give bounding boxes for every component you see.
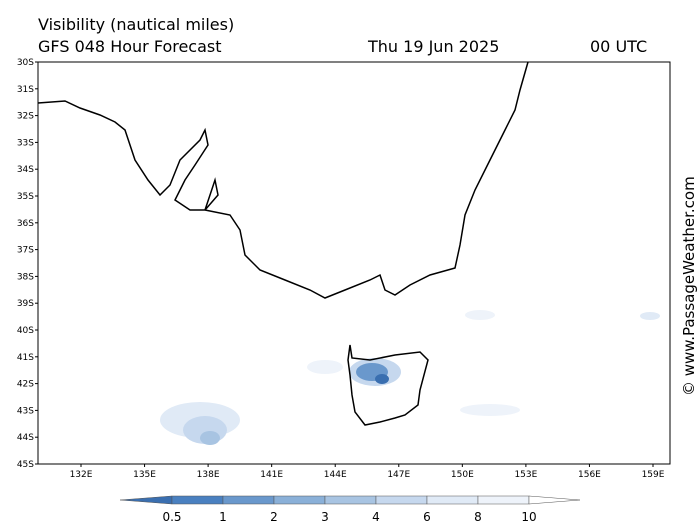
colorbar-cell — [273, 495, 326, 505]
colorbar-label: 10 — [521, 510, 536, 524]
lon-label: 159E — [642, 470, 665, 480]
colorbar-label: 4 — [372, 510, 380, 524]
lat-label: 35S — [17, 192, 34, 202]
lat-label: 40S — [17, 326, 34, 336]
lon-label: 156E — [578, 470, 601, 480]
map-frame — [37, 61, 671, 465]
lat-label: 30S — [17, 58, 34, 68]
colorbar-high — [528, 495, 581, 505]
colorbar-cell — [222, 495, 275, 505]
coastline — [37, 61, 529, 299]
date: Thu 19 Jun 2025 — [367, 37, 499, 56]
lat-label: 37S — [17, 246, 34, 256]
lat-label: 39S — [17, 299, 34, 309]
tasmania — [347, 344, 429, 426]
lon-label: 138E — [197, 470, 220, 480]
colorbar-label: 3 — [321, 510, 329, 524]
lat-label: 44S — [17, 433, 34, 443]
lon-label: 135E — [133, 470, 156, 480]
colorbar-label: 1 — [219, 510, 227, 524]
lat-label: 38S — [17, 272, 34, 282]
colorbar-cell — [375, 495, 428, 505]
lat-label: 33S — [17, 138, 34, 148]
colorbar-label: 2 — [270, 510, 278, 524]
colorbar-cell — [171, 495, 224, 505]
lat-label: 43S — [17, 406, 34, 416]
lon-label: 141E — [260, 470, 283, 480]
colorbar-label: 8 — [474, 510, 482, 524]
lon-label: 132E — [70, 470, 93, 480]
time: 00 UTC — [590, 37, 647, 56]
colorbar-label: 0.5 — [162, 510, 181, 524]
colorbar-cell — [477, 495, 530, 505]
colorbar-cell — [324, 495, 377, 505]
lon-label: 144E — [324, 470, 347, 480]
lat-label: 45S — [17, 460, 34, 470]
lat-label: 31S — [17, 85, 34, 95]
model: GFS 048 Hour Forecast — [38, 37, 222, 56]
lon-label: 150E — [451, 470, 474, 480]
lon-label: 147E — [387, 470, 410, 480]
title: Visibility (nautical miles) — [38, 15, 234, 34]
colorbar-label: 6 — [423, 510, 431, 524]
lon-label: 153E — [514, 470, 537, 480]
watermark: © www.PassageWeather.com — [680, 176, 698, 396]
colorbar-cell — [426, 495, 479, 505]
lat-label: 41S — [17, 353, 34, 363]
shading — [160, 310, 660, 445]
lat-label: 34S — [17, 165, 34, 175]
colorbar-low — [119, 495, 173, 505]
lat-label: 32S — [17, 112, 34, 122]
lat-label: 36S — [17, 219, 34, 229]
lat-label: 42S — [17, 380, 34, 390]
